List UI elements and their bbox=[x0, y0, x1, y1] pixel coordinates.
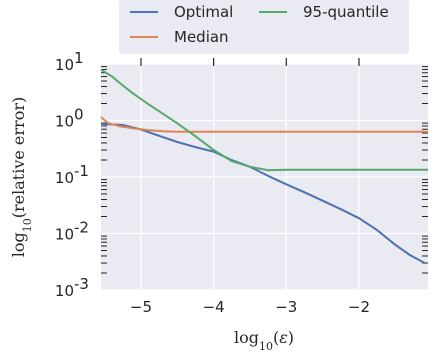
legend-box bbox=[119, 0, 409, 54]
legend-label: Optimal bbox=[174, 3, 233, 21]
legend-label: 95-quantile bbox=[303, 3, 389, 21]
x-tick-label: −4 bbox=[203, 298, 225, 316]
y-tick-exponent: -1 bbox=[74, 162, 89, 180]
series-line-95-quantile bbox=[100, 68, 428, 172]
y-tick-exponent: -3 bbox=[74, 275, 89, 293]
x-tick-label: −5 bbox=[130, 298, 152, 316]
y-tick-label: 10 bbox=[55, 282, 74, 300]
legend-label: Median bbox=[174, 28, 229, 46]
x-axis-title-base: 10 bbox=[259, 340, 273, 353]
x-tick-label: −2 bbox=[348, 298, 370, 316]
x-axis-title: log10(ε) bbox=[234, 328, 294, 353]
series-line-optimal bbox=[100, 122, 425, 264]
y-axis-title: log10(relative error) bbox=[9, 97, 34, 257]
series-lines bbox=[100, 68, 428, 264]
x-axis-title-var: ε bbox=[279, 328, 288, 347]
y-tick-label: 10 bbox=[55, 226, 74, 244]
series-line-median bbox=[100, 116, 428, 133]
y-tick-label: 10 bbox=[55, 56, 74, 74]
y-tick-label: 10 bbox=[55, 113, 74, 131]
grid bbox=[101, 63, 428, 291]
y-tick-exponent: -2 bbox=[74, 219, 89, 237]
minor-ticks bbox=[101, 58, 428, 274]
y-tick-label: 10 bbox=[55, 169, 74, 187]
y-axis-title-base: 10 bbox=[21, 218, 34, 232]
x-tick-label: −3 bbox=[275, 298, 297, 316]
y-tick-exponent: 0 bbox=[74, 106, 84, 124]
y-tick-exponent: 1 bbox=[74, 49, 84, 67]
legend: Optimal 95-quantile Median bbox=[119, 0, 409, 54]
